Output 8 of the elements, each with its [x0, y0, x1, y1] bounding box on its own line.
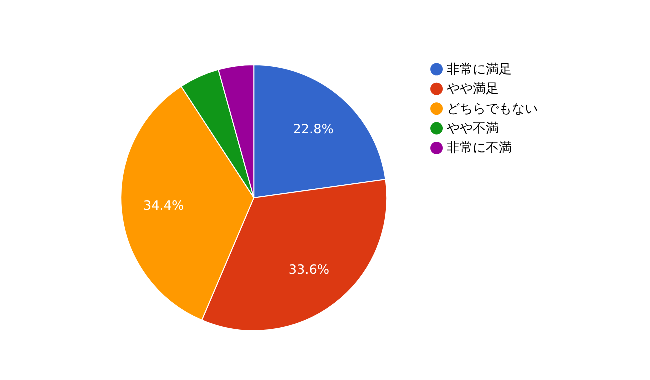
legend-label: どちらでもない [447, 102, 538, 117]
legend-label: 非常に満足 [447, 62, 512, 78]
legend-label: やや満足 [447, 82, 500, 98]
legend-label: 非常に不満 [447, 141, 512, 156]
legend-label: やや不満 [447, 121, 500, 136]
data-label: 34.4% [144, 198, 184, 214]
data-label: 33.6% [288, 262, 330, 278]
data-label: 22.8% [293, 122, 334, 138]
